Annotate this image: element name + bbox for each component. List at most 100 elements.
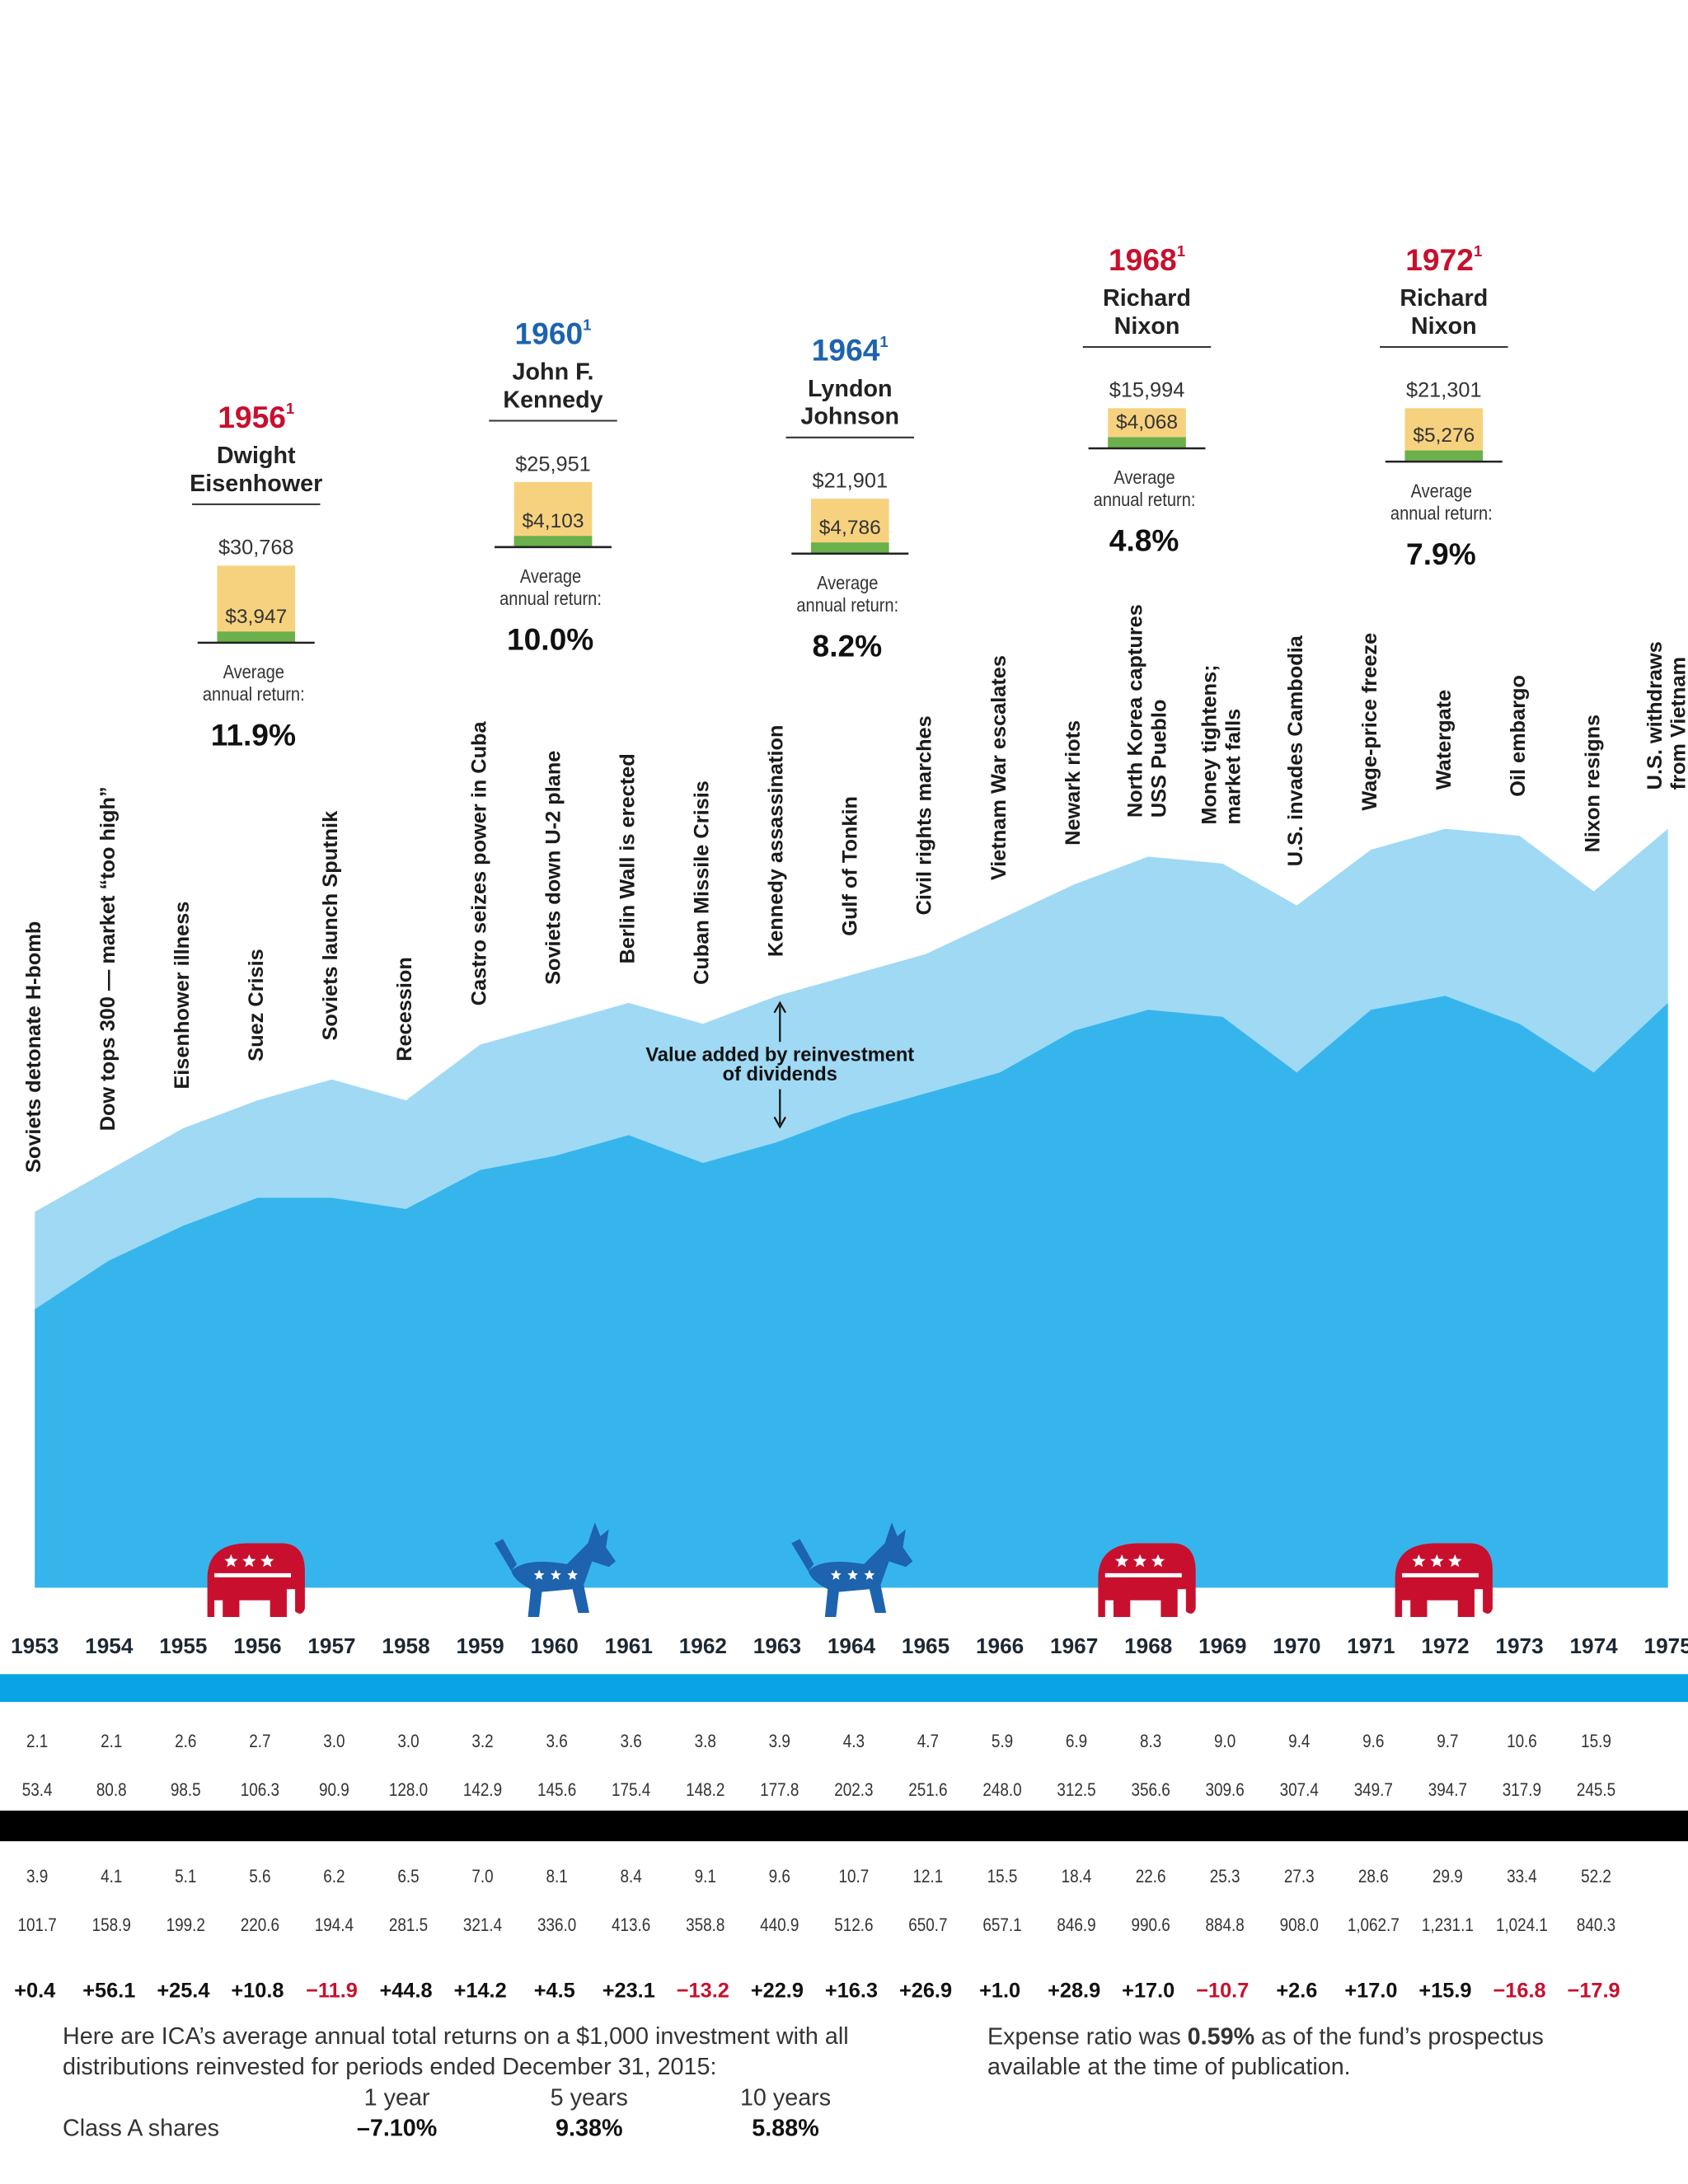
event-label: Soviets down U-2 plane [542, 751, 565, 985]
year-label: 1968 [1124, 1633, 1172, 1658]
table-cell: 840.3 [1577, 1915, 1615, 1936]
event-label: Soviets launch Sputnik [319, 810, 342, 1041]
table-cell: 1,024.1 [1496, 1915, 1548, 1936]
event-label: Dow tops 300 — market “too high” [96, 786, 120, 1131]
president-name: Kennedy [503, 387, 603, 413]
note-header: 1 year [364, 2084, 430, 2111]
year-label: 1956 [233, 1633, 281, 1658]
table-cell: 8.1 [546, 1867, 567, 1887]
event-label: Oil embargo [1507, 675, 1530, 797]
table-cell: 25.3 [1210, 1867, 1240, 1887]
table-cell: +22.9 [751, 1979, 804, 2002]
event-label: Newark riots [1062, 720, 1085, 846]
elephant-body [207, 1543, 305, 1618]
star [533, 1569, 545, 1580]
election-year-text: 1960 [514, 316, 583, 350]
table-cell: 9.1 [695, 1867, 716, 1887]
total-value: $21,301 [1406, 379, 1482, 402]
footnote-mark: 1 [286, 400, 294, 417]
star [1430, 1554, 1444, 1568]
mascot [1395, 1543, 1493, 1618]
table-cell: 336.0 [537, 1915, 576, 1936]
table-cell: 202.3 [834, 1780, 873, 1801]
table-cell: 3.6 [621, 1732, 642, 1752]
year-label: 1967 [1050, 1633, 1098, 1658]
event-label: Wage-price freeze [1358, 633, 1381, 811]
event-label: market falls [1221, 709, 1245, 825]
table-cell: 309.6 [1206, 1780, 1245, 1801]
return-caption: annual return: [1390, 503, 1493, 523]
expense-line: Expense ratio was 0.59% as of the fund’s… [987, 2023, 1544, 2050]
table-cell: 106.3 [241, 1780, 279, 1801]
table-cell: 15.5 [987, 1867, 1018, 1887]
year-label: 1966 [976, 1633, 1024, 1658]
principal-bar [217, 631, 296, 643]
president-name: Nixon [1411, 313, 1477, 340]
table-cell: 194.4 [315, 1915, 354, 1936]
table-cell: 846.9 [1057, 1915, 1095, 1936]
star [1133, 1554, 1147, 1568]
table-cell: 908.0 [1280, 1915, 1319, 1936]
table-cell: +2.6 [1276, 1979, 1317, 2002]
table-cell: 101.7 [18, 1915, 57, 1936]
table-cell: 358.8 [686, 1915, 724, 1936]
table-cell: 128.0 [389, 1780, 428, 1801]
table-cell: −11.9 [306, 1979, 358, 2002]
year-label: 1960 [531, 1633, 579, 1658]
table-cell: 1,062.7 [1348, 1915, 1400, 1936]
blue-band [0, 1674, 1688, 1703]
arrow-head [773, 1116, 786, 1129]
table-cell: +10.8 [231, 1979, 284, 2002]
table-cell: 2.1 [101, 1732, 122, 1752]
star [567, 1569, 579, 1580]
note-row-label: Class A shares [63, 2115, 219, 2141]
table-cell: 158.9 [92, 1915, 131, 1936]
year-label: 1965 [902, 1633, 950, 1658]
table-cell: 15.9 [1581, 1732, 1611, 1752]
table-cell: 884.8 [1206, 1915, 1245, 1936]
election-year: 19681 [1109, 242, 1185, 277]
black-band [0, 1810, 1688, 1842]
table-cell: +23.1 [603, 1979, 655, 2002]
note-line: distributions reinvested for periods end… [63, 2054, 716, 2080]
donkey-body [495, 1522, 617, 1618]
table-cell: 6.9 [1066, 1732, 1087, 1752]
event-label: Eisenhower illness [171, 902, 194, 1090]
note-header: 10 years [740, 2084, 831, 2111]
table-cell: 4.7 [917, 1732, 939, 1752]
return-caption: Average [817, 573, 878, 593]
event-label: Cuban Missile Crisis [691, 780, 714, 985]
year-label: 1963 [753, 1633, 801, 1658]
return-value: 10.0% [507, 622, 593, 657]
year-label: 1969 [1198, 1633, 1246, 1658]
table-cell: 12.1 [913, 1867, 944, 1887]
table-cell: 18.4 [1062, 1867, 1092, 1887]
table-cell: 175.4 [612, 1780, 650, 1801]
value-bar [217, 565, 296, 643]
table-cell: 2.1 [26, 1732, 48, 1752]
year-label: 1964 [828, 1633, 876, 1658]
star [1448, 1554, 1462, 1568]
table-cell: 80.8 [96, 1780, 127, 1801]
return-caption: annual return: [1094, 490, 1196, 510]
table-cell: 3.9 [26, 1867, 48, 1887]
year-label: 1973 [1495, 1633, 1543, 1658]
year-label: 1974 [1569, 1633, 1618, 1658]
table-cell: 394.7 [1428, 1780, 1467, 1801]
mascot [791, 1522, 913, 1618]
event-label: Watergate [1432, 690, 1456, 790]
table-cell: 349.7 [1354, 1780, 1393, 1801]
total-value: $25,951 [515, 452, 591, 476]
elephant-body [1098, 1543, 1196, 1618]
election-year-text: 1956 [218, 400, 286, 434]
table-cell: 9.6 [1362, 1732, 1384, 1752]
president-name: Dwight [217, 443, 296, 469]
return-caption: annual return: [796, 595, 898, 616]
table-cell: 3.8 [695, 1732, 716, 1752]
expense-part: Expense ratio was [987, 2023, 1188, 2050]
table-cell: −13.2 [677, 1979, 729, 2002]
election-year: 19601 [514, 316, 591, 350]
table-cell: 4.1 [101, 1867, 122, 1887]
return-value: 4.8% [1109, 523, 1179, 558]
event-label: North Korea captures [1124, 604, 1147, 818]
